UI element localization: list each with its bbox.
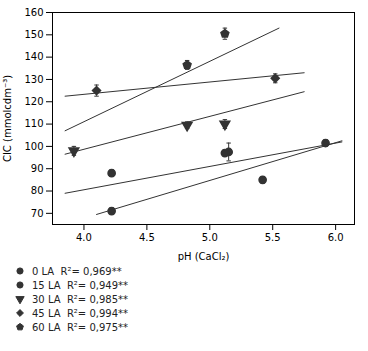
html-text:30 LA R²= 0,985**: 30 LA R²= 0,985** (32, 293, 128, 305)
svg-text:160: 160 (24, 7, 43, 18)
svg-text:150: 150 (24, 29, 43, 40)
svg-text:4.0: 4.0 (76, 232, 92, 243)
svg-text:6.0: 6.0 (328, 232, 344, 243)
svg-text:120: 120 (24, 96, 43, 107)
svg-text:140: 140 (24, 51, 43, 62)
svg-text:130: 130 (24, 74, 43, 85)
svg-text:pH (CaCl₂): pH (CaCl₂) (178, 251, 230, 262)
svg-text:4.5: 4.5 (139, 232, 155, 243)
html-text:60 LA R²= 0,975**: 60 LA R²= 0,975** (32, 321, 128, 333)
html-text:45 LA R²= 0,994**: 45 LA R²= 0,994** (32, 307, 128, 319)
svg-text:CIC (mmolcdm⁻³): CIC (mmolcdm⁻³) (2, 75, 13, 162)
html-text:15 LA R²= 0,949**: 15 LA R²= 0,949** (32, 279, 128, 291)
svg-text:5.5: 5.5 (265, 232, 281, 243)
svg-text:5.0: 5.0 (202, 232, 218, 243)
html-text:0 LA R²= 0,969**: 0 LA R²= 0,969** (32, 265, 122, 277)
svg-text:80: 80 (31, 185, 44, 196)
svg-text:100: 100 (24, 141, 43, 152)
svg-text:90: 90 (31, 163, 44, 174)
svg-text:110: 110 (24, 118, 43, 129)
svg-text:70: 70 (31, 208, 44, 219)
